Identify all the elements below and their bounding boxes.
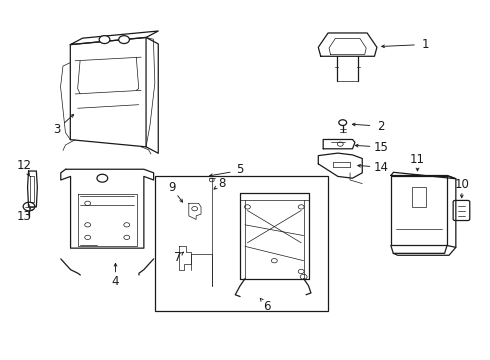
Text: 5: 5	[237, 163, 244, 176]
Circle shape	[192, 207, 197, 211]
Text: 12: 12	[17, 159, 32, 172]
Circle shape	[85, 223, 91, 227]
Text: 13: 13	[17, 210, 31, 223]
Circle shape	[119, 36, 129, 44]
Bar	[155, 176, 328, 311]
Circle shape	[271, 258, 277, 263]
Text: 1: 1	[422, 38, 430, 51]
Bar	[412, 187, 426, 207]
Text: 7: 7	[174, 251, 181, 264]
Text: 2: 2	[378, 120, 385, 133]
Circle shape	[298, 205, 304, 209]
Text: 15: 15	[374, 140, 389, 153]
Circle shape	[300, 274, 307, 279]
Circle shape	[85, 201, 91, 206]
Text: 3: 3	[53, 123, 61, 136]
Circle shape	[337, 142, 343, 146]
Circle shape	[85, 235, 91, 239]
Text: 8: 8	[218, 177, 225, 190]
Circle shape	[124, 223, 130, 227]
Text: 9: 9	[168, 181, 175, 194]
Circle shape	[124, 235, 130, 239]
Text: 14: 14	[374, 161, 389, 174]
Circle shape	[339, 120, 346, 126]
Circle shape	[97, 174, 108, 182]
Text: 4: 4	[112, 275, 119, 288]
Circle shape	[298, 269, 304, 274]
Circle shape	[245, 205, 250, 209]
Text: 11: 11	[410, 153, 425, 166]
Text: 10: 10	[455, 178, 470, 191]
FancyBboxPatch shape	[453, 201, 470, 221]
Circle shape	[209, 178, 214, 182]
Circle shape	[23, 202, 35, 211]
Circle shape	[99, 36, 110, 44]
Text: 6: 6	[263, 300, 271, 313]
